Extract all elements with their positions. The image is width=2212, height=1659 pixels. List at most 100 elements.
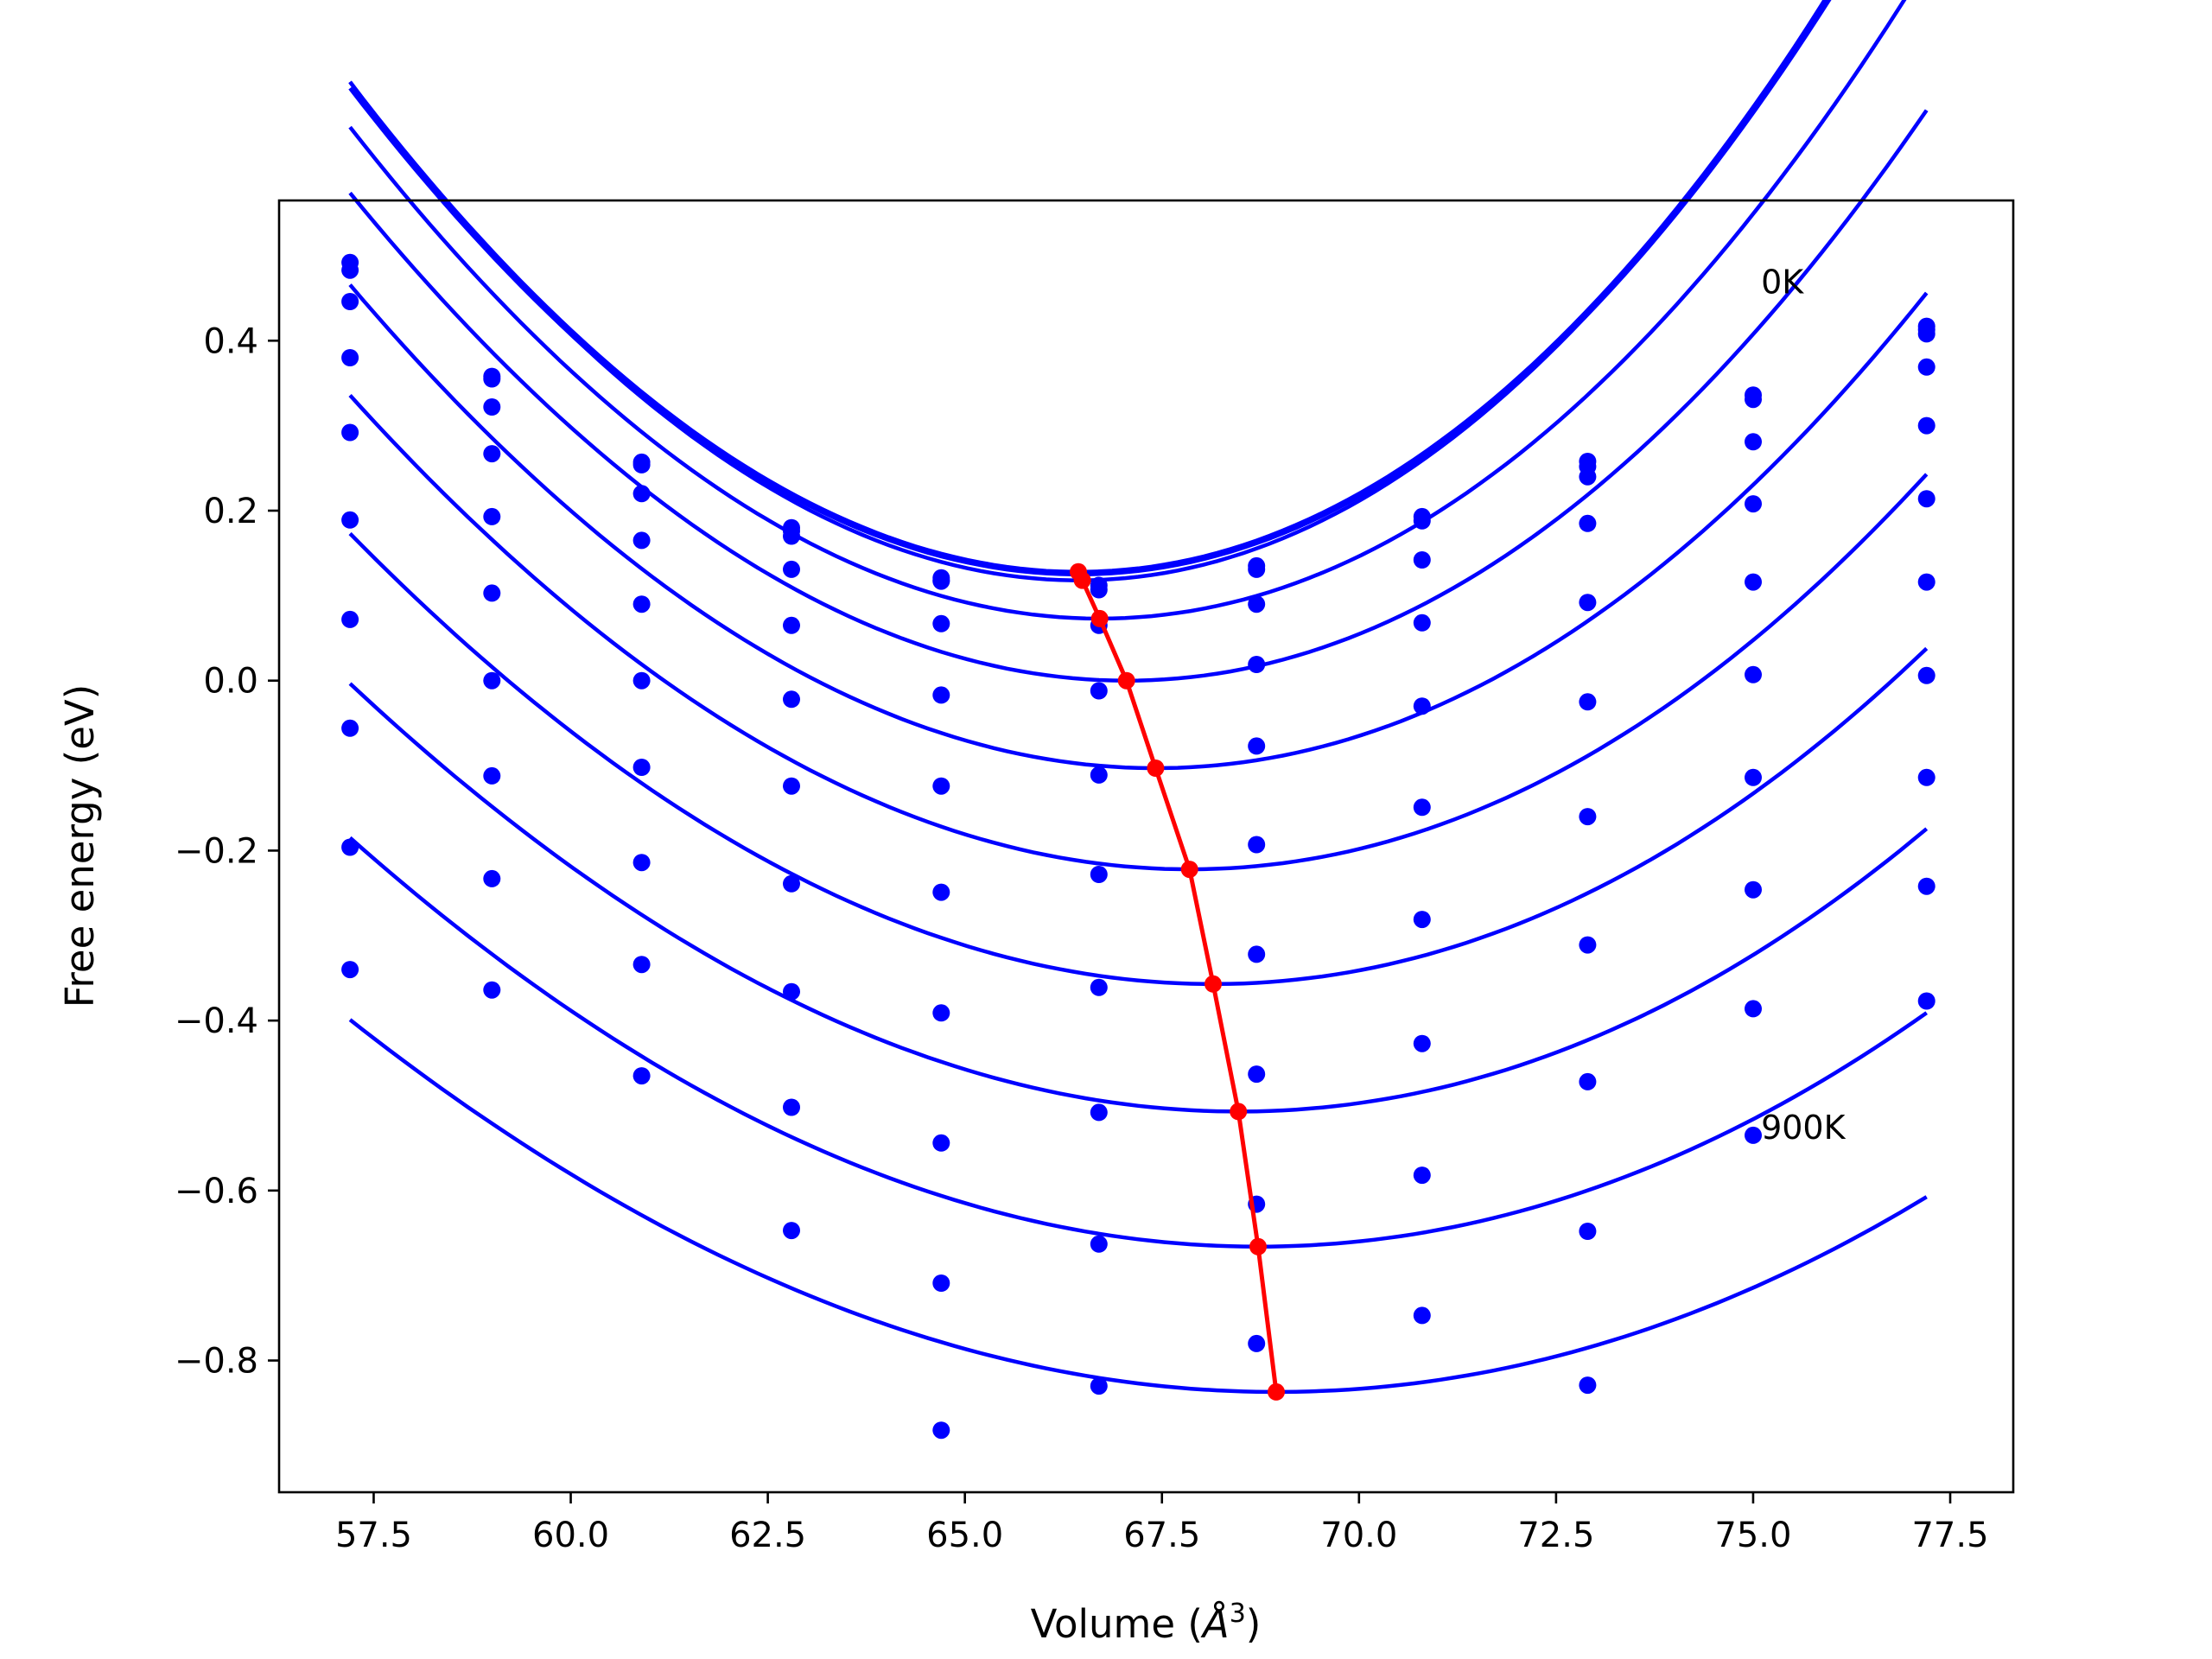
data-point-2-0 [341,293,359,310]
data-point-6-7 [1413,911,1431,929]
fit-curve-8 [348,682,1929,1114]
y-tick-label: 0.4 [203,321,258,361]
y-tick-label: −0.6 [175,1172,258,1211]
data-point-5-9 [1745,665,1762,683]
minima-point-6 [1205,975,1222,993]
x-axis: 57.5 60.0 62.5 65.0 67.5 70.0 72.5 75.0 77.5 [335,1492,1989,1555]
data-point-5-1 [483,584,501,602]
y-tick-label: −0.8 [175,1342,258,1382]
data-point-3-10 [1917,358,1936,376]
data-point-9-5 [1090,1377,1108,1395]
x-tick-label: 67.5 [1123,1516,1200,1555]
data-point-5-8 [1579,693,1597,711]
data-point-7-2 [632,854,651,872]
data-point-2-7 [1413,551,1431,569]
data-point-2-9 [1745,433,1762,451]
data-point-8-5 [1090,1235,1108,1253]
data-point-1-1 [483,370,501,388]
data-point-1-0 [341,261,359,279]
annotations: 0K 900K [1761,263,1847,1147]
data-point-6-8 [1579,808,1597,826]
fit-curve-9 [348,836,1928,1249]
data-point-8-1 [483,869,501,887]
data-point-3-6 [1248,656,1266,673]
y-axis: −0.8 −0.6 −0.4 −0.2 0.0 0.2 0.4 [175,321,279,1382]
fit-curve-10 [348,1018,1928,1395]
data-point-8-8 [1579,1072,1597,1090]
minima-point-8 [1249,1237,1267,1255]
data-point-7-0 [341,719,359,737]
data-point-8-7 [1413,1166,1431,1185]
data-point-4-2 [632,595,651,613]
data-point-7-3 [783,874,800,893]
data-point-6-4 [932,883,950,901]
minima-point-7 [1230,1103,1248,1121]
x-tick-label: 70.0 [1320,1516,1397,1555]
data-point-1-5 [1090,581,1108,599]
data-point-6-9 [1745,768,1762,786]
data-point-8-10 [1917,768,1936,786]
data-point-1-6 [1248,560,1266,578]
data-point-2-3 [783,560,800,578]
y-tick-label: 0.0 [203,662,258,702]
data-point-5-10 [1917,490,1936,508]
data-point-7-6 [1248,1065,1266,1084]
data-point-2-6 [1248,595,1266,613]
minima-point-2 [1090,609,1109,627]
data-point-2-10 [1917,325,1936,343]
data-point-3-7 [1413,613,1431,632]
data-point-7-8 [1579,936,1597,954]
minima-point-3 [1117,671,1135,690]
data-point-4-9 [1745,573,1762,591]
data-point-4-7 [1413,697,1431,715]
y-tick-label: 0.2 [203,492,258,531]
data-point-9-10 [1917,877,1936,895]
data-point-3-4 [932,572,950,590]
annotation-1: 900K [1761,1109,1847,1147]
fit-curve-3 [348,0,1907,621]
data-point-5-3 [783,690,800,709]
data-point-4-8 [1579,594,1597,612]
data-point-10-8 [1579,1376,1597,1395]
data-point-5-5 [1090,866,1108,883]
data-point-3-2 [632,531,651,550]
data-point-4-6 [1248,737,1266,755]
data-point-7-1 [483,766,501,785]
data-point-9-2 [632,1067,651,1085]
y-axis-label: Free energy (eV) [57,684,103,1007]
minima-line [1076,570,1279,1393]
data-point-9-8 [1579,1223,1597,1240]
y-tick-label: −0.2 [175,831,258,871]
plot-area [341,0,1936,1440]
data-point-7-7 [1413,1034,1431,1052]
data-point-8-2 [632,956,651,974]
x-tick-label: 60.0 [532,1516,609,1555]
data-point-8-9 [1745,1000,1762,1018]
data-point-5-2 [632,671,651,690]
data-point-10-4 [932,1421,950,1440]
data-point-7-10 [1917,666,1936,684]
fit-curve-6 [348,393,1929,872]
data-point-9-7 [1413,1306,1431,1325]
data-point-2-8 [1579,467,1597,486]
data-point-9-0 [341,961,359,979]
annotation-0: 0K [1761,263,1804,301]
data-point-6-10 [1917,573,1936,591]
x-tick-label: 77.5 [1911,1516,1988,1555]
data-point-5-0 [341,511,359,529]
data-point-8-3 [783,982,800,1001]
data-point-5-6 [1248,836,1266,854]
x-tick-label: 62.5 [729,1516,806,1555]
data-point-5-4 [932,777,950,795]
data-point-6-2 [632,759,651,776]
data-point-1-9 [1745,391,1762,409]
data-point-6-6 [1248,945,1266,963]
data-point-9-3 [783,1098,800,1116]
minima-point-5 [1180,861,1198,879]
data-point-7-5 [1090,1103,1108,1122]
x-tick-label: 75.0 [1714,1516,1791,1555]
x-tick-label: 65.0 [926,1516,1003,1555]
data-point-6-3 [783,777,800,795]
